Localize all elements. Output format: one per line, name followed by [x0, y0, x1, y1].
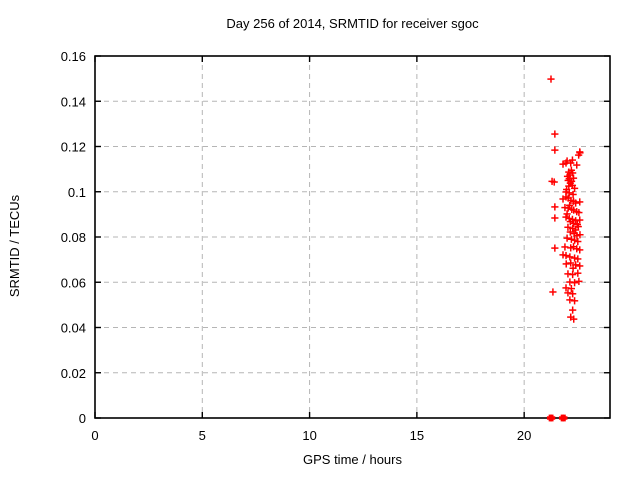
- plot-frame: [94, 55, 611, 419]
- y-axis-label: SRMTID / TECUs: [7, 194, 22, 298]
- x-tick-label: 0: [91, 428, 98, 443]
- y-tick-label: 0.06: [61, 275, 86, 290]
- y-tick-label: 0.1: [68, 185, 86, 200]
- x-axis-label: GPS time / hours: [303, 452, 402, 467]
- x-tick-label: 15: [410, 428, 424, 443]
- y-tick-label: 0.14: [61, 94, 86, 109]
- x-tick-label: 20: [517, 428, 531, 443]
- x-tick-label: 5: [199, 428, 206, 443]
- y-tick-label: 0: [79, 411, 86, 426]
- y-tick-label: 0.16: [61, 49, 86, 64]
- chart-title: Day 256 of 2014, SRMTID for receiver sgo…: [226, 16, 479, 31]
- x-tick-label: 10: [302, 428, 316, 443]
- y-tick-label: 0.12: [61, 140, 86, 155]
- y-tick-label: 0.04: [61, 321, 86, 336]
- y-tick-label: 0.02: [61, 366, 86, 381]
- y-tick-label: 0.08: [61, 230, 86, 245]
